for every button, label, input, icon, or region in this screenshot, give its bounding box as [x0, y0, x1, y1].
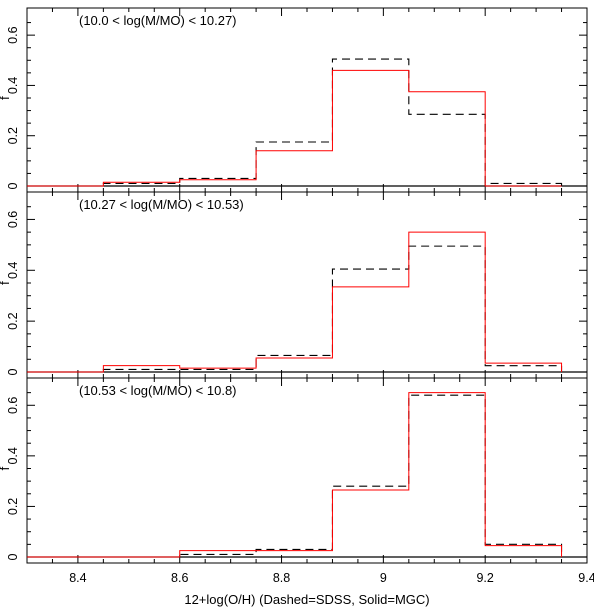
x-tick-label: 9.4 — [578, 571, 594, 585]
y-tick-label: 0 — [6, 182, 20, 189]
panel-frame — [26, 7, 588, 193]
x-tick-label: 8.8 — [273, 571, 290, 585]
y-tick-label: 0.4 — [6, 262, 20, 279]
panel-frame — [26, 191, 588, 379]
panel-annotation: (10.27 < log(M/MO) < 10.53) — [79, 197, 244, 212]
x-axis-title: 12+log(O/H) (Dashed=SDSS, Solid=MGC) — [184, 592, 429, 607]
y-tick-label: 0.6 — [6, 26, 20, 43]
sdss-histogram — [27, 394, 563, 558]
y-tick-label: 0.2 — [6, 127, 20, 144]
y-tick-label: 0.2 — [6, 312, 20, 329]
y-axis-label: f — [0, 466, 12, 470]
y-tick-label: 0.4 — [6, 77, 20, 94]
y-tick-label: 0.2 — [6, 498, 20, 515]
panel-annotation: (10.53 < log(M/MO) < 10.8) — [79, 383, 237, 398]
panel-3: 0 0.2 0.4 0.6 f (10.53 < log(M/MO) < 10.8) — [0, 377, 588, 564]
panel-frame — [26, 377, 588, 564]
y-tick-label: 0 — [6, 553, 20, 560]
mgc-histogram — [27, 392, 563, 558]
panel-1: 0 0.2 0.4 0.6 f (10.0 < log(M/MO) < 10.27) — [0, 7, 588, 193]
x-tick-label: 9 — [380, 571, 387, 585]
y-axis-label: f — [0, 96, 12, 100]
x-tick-label: 8.6 — [171, 571, 188, 585]
y-tick-label: 0.4 — [6, 447, 20, 464]
panel-2: 0 0.2 0.4 0.6 f (10.27 < log(M/MO) < 10.53) — [0, 191, 588, 379]
sdss-histogram — [27, 245, 563, 373]
x-tick-label: 8.4 — [69, 571, 86, 585]
x-tick-label: 9.2 — [476, 571, 493, 585]
panel-annotation: (10.0 < log(M/MO) < 10.27) — [79, 13, 237, 28]
y-tick-label: 0.6 — [6, 211, 20, 228]
y-axis-label: f — [0, 281, 12, 285]
y-tick-label: 0 — [6, 368, 20, 375]
x-tick-labels: 8.4 8.6 8.8 9 9.2 9.4 — [69, 571, 594, 585]
mgc-histogram — [27, 69, 562, 187]
mgc-histogram — [27, 231, 563, 373]
y-tick-label: 0.6 — [6, 397, 20, 414]
panels: 0 0.2 0.4 0.6 f (10.0 < log(M/MO) < 10.27) 0 0.… — [0, 7, 588, 564]
sdss-histogram — [27, 58, 563, 187]
